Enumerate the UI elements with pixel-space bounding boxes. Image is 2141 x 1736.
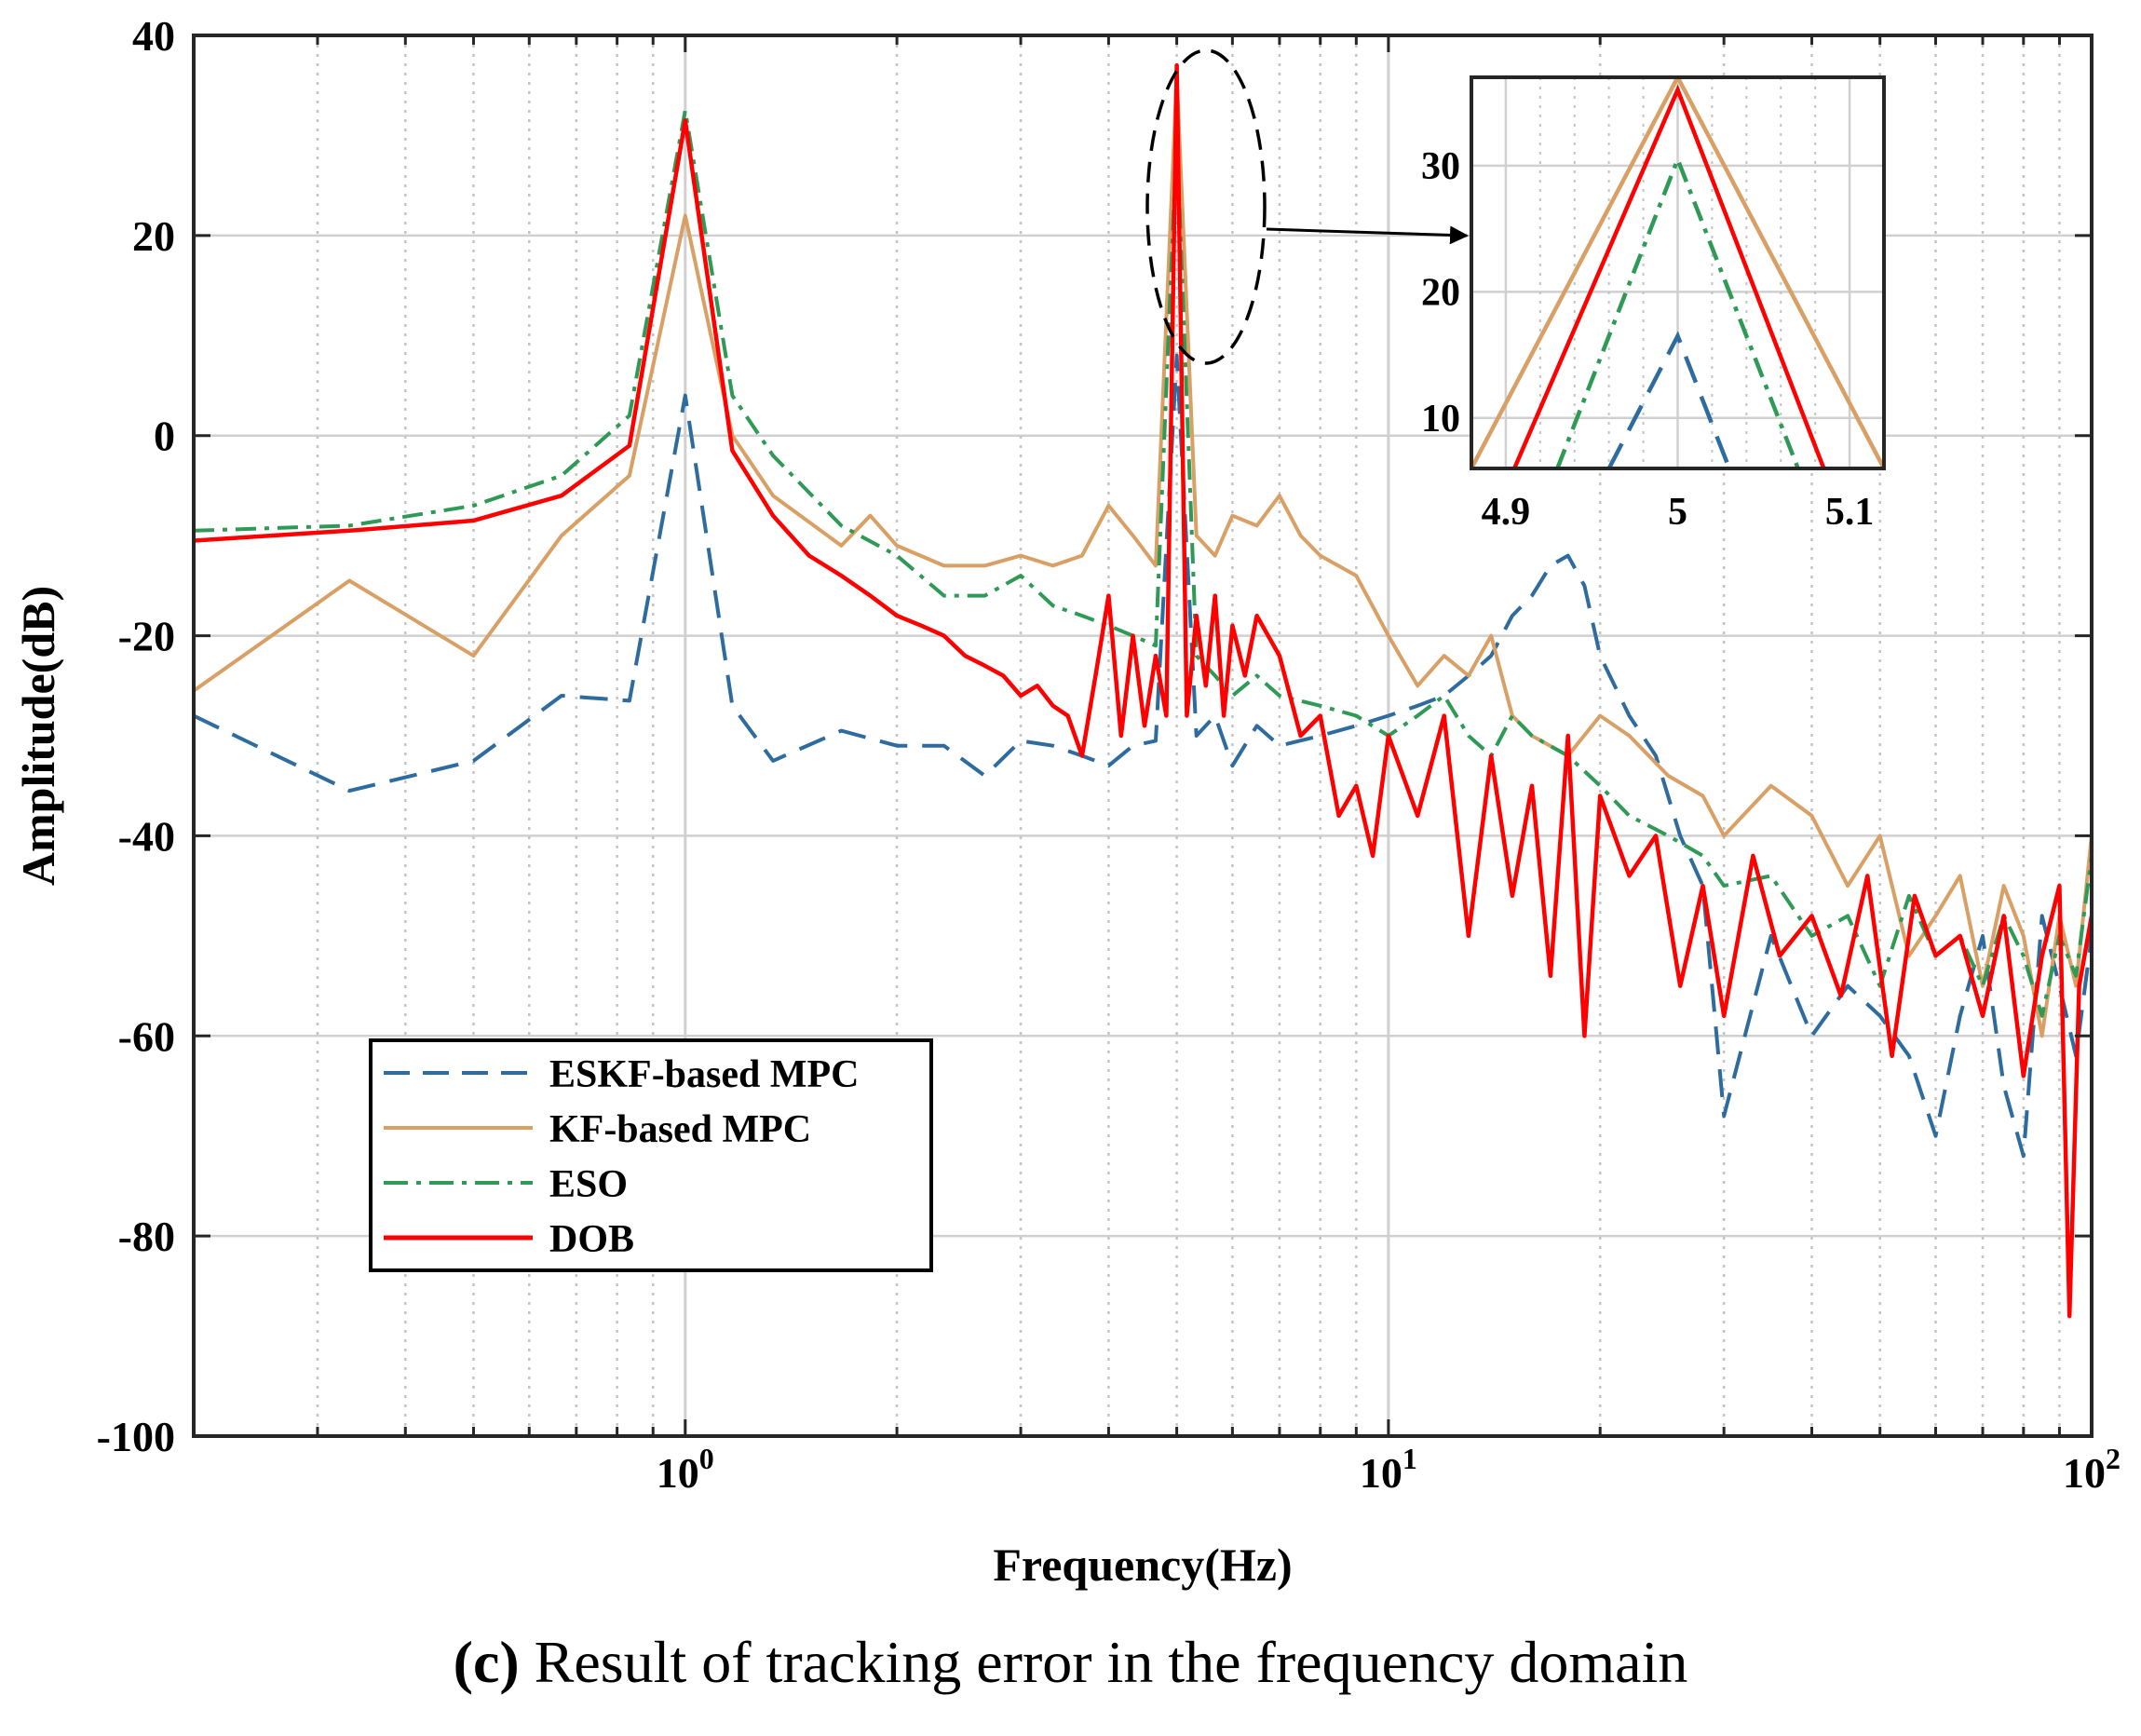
inset-peak-dob	[1512, 84, 1826, 468]
x-tick-label: 101	[1360, 1442, 1417, 1497]
y-tick-labels: -100 -80 -60 -40 -20 0 20 40	[97, 12, 175, 1460]
legend-label-eso: ESO	[549, 1163, 628, 1206]
y-tick-label: -100	[97, 1413, 175, 1460]
inset-y-tick-label: 10	[1421, 398, 1460, 441]
series-line-eskf-based-mpc	[194, 353, 2092, 1159]
y-tick-label: -80	[118, 1213, 175, 1260]
zoom-arrow	[1266, 225, 1469, 245]
y-tick-label: -60	[118, 1012, 175, 1060]
inset-x-tick-label: 5	[1668, 491, 1687, 534]
legend-label-dob: DOB	[549, 1218, 634, 1261]
series-layer	[194, 62, 2092, 1319]
inset-tick-labels: 10 20 30 4.9 5 5.1	[1421, 145, 1874, 534]
inset-peak-kf-based-mpc	[1471, 77, 1884, 468]
series-line-kf-based-mpc	[194, 74, 2092, 1038]
x-tick-label: 100	[657, 1442, 714, 1497]
y-tick-label: -40	[118, 812, 175, 860]
x-tick-labels: 100 101 102	[657, 1442, 2121, 1497]
inset-x-tick-label: 5.1	[1825, 491, 1875, 534]
y-tick-label: 20	[132, 212, 175, 260]
legend: ESKF-based MPC KF-based MPC ESO DOB	[369, 1038, 933, 1272]
caption-text: Result of tracking error in the frequenc…	[519, 1629, 1688, 1695]
zoom-ellipse	[1145, 48, 1267, 365]
caption-label: (c)	[453, 1629, 520, 1695]
inset-series	[1471, 77, 1884, 468]
y-tick-label: 40	[132, 12, 175, 60]
inset-peak-eskf-based-mpc	[1606, 331, 1731, 468]
plot-frame	[192, 34, 2094, 1438]
frequency-chart: -100 -80 -60 -40 -20 0 20 40 100 101 102 Frequenc…	[12, 12, 2121, 1591]
y-tick-label: -20	[118, 613, 175, 660]
inset-x-tick-label: 4.9	[1482, 491, 1531, 534]
x-axis-title: Frequency(Hz)	[993, 1539, 1292, 1591]
x-tick-label: 102	[2063, 1442, 2121, 1497]
inset-y-tick-label: 20	[1421, 271, 1460, 314]
y-tick-label: 0	[154, 413, 175, 460]
legend-label-kf: KF-based MPC	[549, 1108, 811, 1151]
tick-marks	[192, 34, 2092, 1438]
legend-label-eskf: ESKF-based MPC	[549, 1053, 860, 1096]
legend-box	[369, 1038, 933, 1272]
figure-caption: (c) Result of tracking error in the freq…	[0, 1628, 2141, 1697]
inset-frame	[1470, 75, 1886, 470]
series-line-dob	[194, 62, 2092, 1319]
y-axis-title: Amplitude(dB)	[12, 586, 64, 886]
inset-y-tick-label: 30	[1421, 145, 1460, 188]
inset-peak-eso	[1555, 153, 1800, 468]
